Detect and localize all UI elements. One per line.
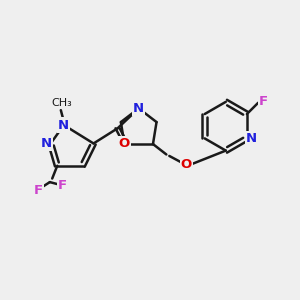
Text: O: O <box>181 158 192 171</box>
Text: N: N <box>58 118 69 131</box>
Text: O: O <box>118 137 130 150</box>
Text: N: N <box>246 132 257 145</box>
Text: F: F <box>259 95 268 108</box>
Text: N: N <box>133 102 144 115</box>
Text: N: N <box>41 137 52 150</box>
Text: F: F <box>58 179 67 192</box>
Text: CH₃: CH₃ <box>51 98 72 108</box>
Text: CH₃: CH₃ <box>51 98 72 108</box>
Text: F: F <box>33 184 43 197</box>
